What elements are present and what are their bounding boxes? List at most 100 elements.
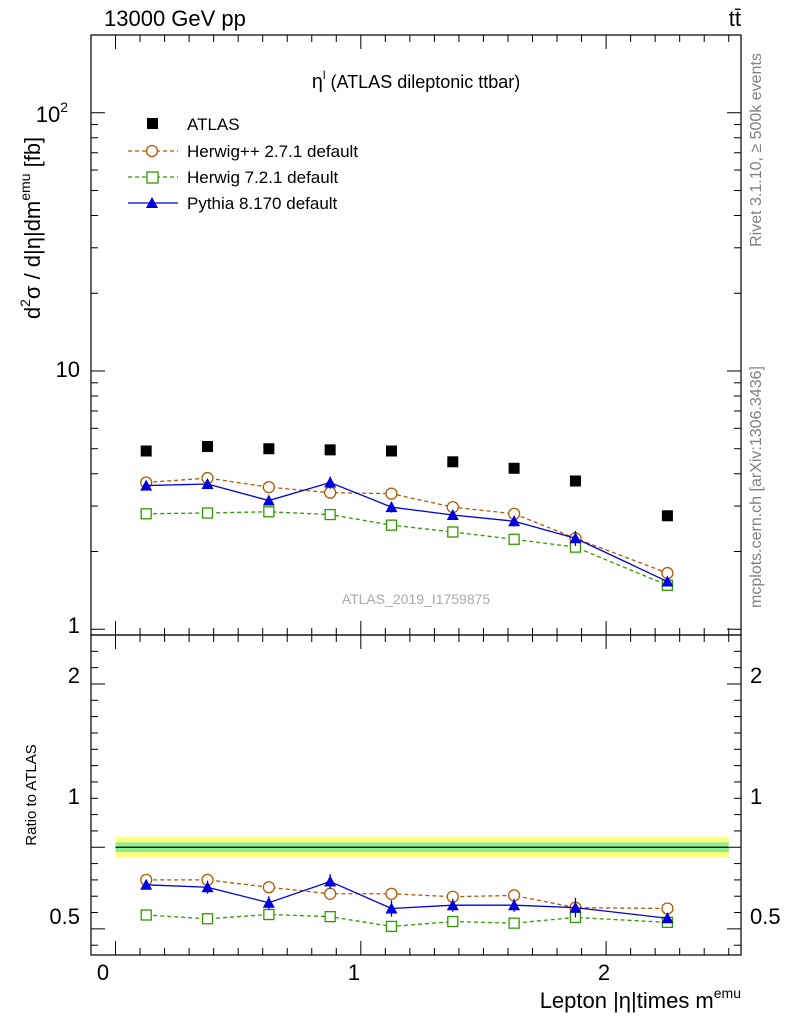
data-point (508, 533, 520, 545)
analysis-watermark: ATLAS_2019_I1759875 (342, 591, 491, 607)
legend-entry-herwig7: Herwig 7.2.1 default (128, 168, 338, 187)
data-point (385, 501, 398, 513)
data-point (324, 910, 336, 923)
data-point (263, 506, 275, 518)
data-point (508, 515, 521, 527)
ratio-tick-label-2: 2 (68, 663, 80, 688)
plot-title: ηl (ATLAS dileptonic ttbar) (312, 68, 521, 93)
x-ticks (115, 35, 730, 955)
data-point (446, 899, 459, 911)
data-point (263, 443, 275, 455)
data-point (385, 902, 398, 914)
legend-marker-atlas (147, 118, 158, 129)
legend-entry-atlas: ATLAS (147, 115, 240, 134)
x-tick-label-1: 1 (348, 960, 360, 985)
data-point (385, 487, 398, 500)
legend-label-atlas: ATLAS (187, 115, 240, 134)
ratio-tick-label-1-right: 1 (750, 784, 762, 809)
ratio-y-axis-label: Ratio to ATLAS (23, 744, 40, 845)
series-main-2 (140, 506, 674, 591)
data-point (508, 899, 521, 911)
data-point (262, 494, 275, 506)
data-point (263, 908, 275, 921)
mcplots-label: mcplots.cern.ch [arXiv:1306.3436] (748, 366, 765, 608)
data-point (446, 508, 459, 520)
data-point (385, 519, 398, 531)
data-point (324, 887, 337, 900)
data-point (201, 507, 214, 519)
series-main-1 (140, 471, 674, 580)
series-line (146, 913, 668, 928)
data-point (262, 896, 275, 908)
y-tick-label-10: 10 (56, 357, 80, 382)
data-point (569, 532, 582, 544)
series-line (146, 880, 668, 919)
x-tick-label-0: 0 (97, 960, 109, 985)
data-point (447, 915, 459, 928)
data-point (324, 476, 337, 488)
energy-label: 13000 GeV pp (104, 6, 246, 31)
data-point (447, 526, 459, 538)
data-point (202, 441, 214, 453)
ratio-tick-label-1: 1 (68, 784, 80, 809)
data-point (569, 901, 582, 913)
data-point (201, 913, 214, 925)
data-point (324, 875, 337, 887)
data-point (385, 887, 398, 900)
series-line (146, 511, 668, 586)
data-point (385, 920, 398, 933)
ratio-tick-label-0.5: 0.5 (49, 904, 80, 929)
legend-marker-herwig7 (146, 171, 159, 184)
process-label: tt̄ (729, 6, 741, 31)
data-point (140, 878, 153, 890)
ratio-y-ticks (91, 650, 741, 946)
ratio-series-layer (140, 873, 674, 933)
ratio-tick-label-2-right: 2 (750, 663, 762, 688)
x-axis-label: Lepton |η|times memu (540, 985, 741, 1013)
legend: ATLAS Herwig++ 2.7.1 default Herwig 7.2.… (128, 115, 358, 213)
ratio-uncertainty-band (115, 836, 729, 858)
data-point (661, 912, 674, 924)
series-main-3 (140, 476, 674, 587)
rivet-label: Rivet 3.1.10, ≥ 500k events (748, 53, 765, 247)
data-point (324, 508, 336, 521)
legend-marker-herwigpp (145, 144, 159, 158)
legend-entry-pythia: Pythia 8.170 default (128, 194, 338, 213)
data-point (661, 575, 674, 587)
ratio-tick-label-0.5-right: 0.5 (750, 904, 781, 929)
data-point (447, 456, 459, 468)
data-point (140, 909, 152, 921)
series-line (146, 879, 668, 910)
data-point (661, 510, 673, 522)
series-ratio-1 (140, 908, 674, 933)
data-point (508, 462, 520, 474)
main-y-axis-label: d2σ / d|η|dmemu [fb] (17, 137, 45, 319)
series-line (146, 477, 668, 574)
data-point (201, 478, 214, 490)
data-point (324, 444, 336, 456)
data-point (140, 508, 152, 520)
series-ratio-2 (140, 874, 674, 924)
main-y-ticks (91, 34, 741, 630)
data-point (262, 881, 275, 894)
legend-marker-pythia (146, 197, 158, 208)
y-tick-label-1: 1 (68, 613, 80, 638)
legend-label-pythia: Pythia 8.170 default (187, 194, 338, 213)
data-point (201, 881, 214, 893)
series-main-0 (140, 441, 673, 522)
legend-label-herwigpp: Herwig++ 2.7.1 default (187, 142, 358, 161)
data-point (508, 917, 520, 929)
legend-label-herwig7: Herwig 7.2.1 default (187, 168, 338, 187)
data-point (385, 445, 397, 457)
data-point (140, 445, 152, 457)
data-point (569, 475, 581, 487)
y-tick-label-100: 102 (36, 99, 68, 127)
main-series-layer (140, 441, 674, 591)
data-point (262, 480, 275, 494)
data-point (140, 479, 153, 491)
legend-entry-herwigpp: Herwig++ 2.7.1 default (128, 142, 358, 161)
x-tick-label-2: 2 (598, 960, 610, 985)
ratio-panel-frame (90, 634, 742, 956)
data-point (324, 486, 337, 499)
